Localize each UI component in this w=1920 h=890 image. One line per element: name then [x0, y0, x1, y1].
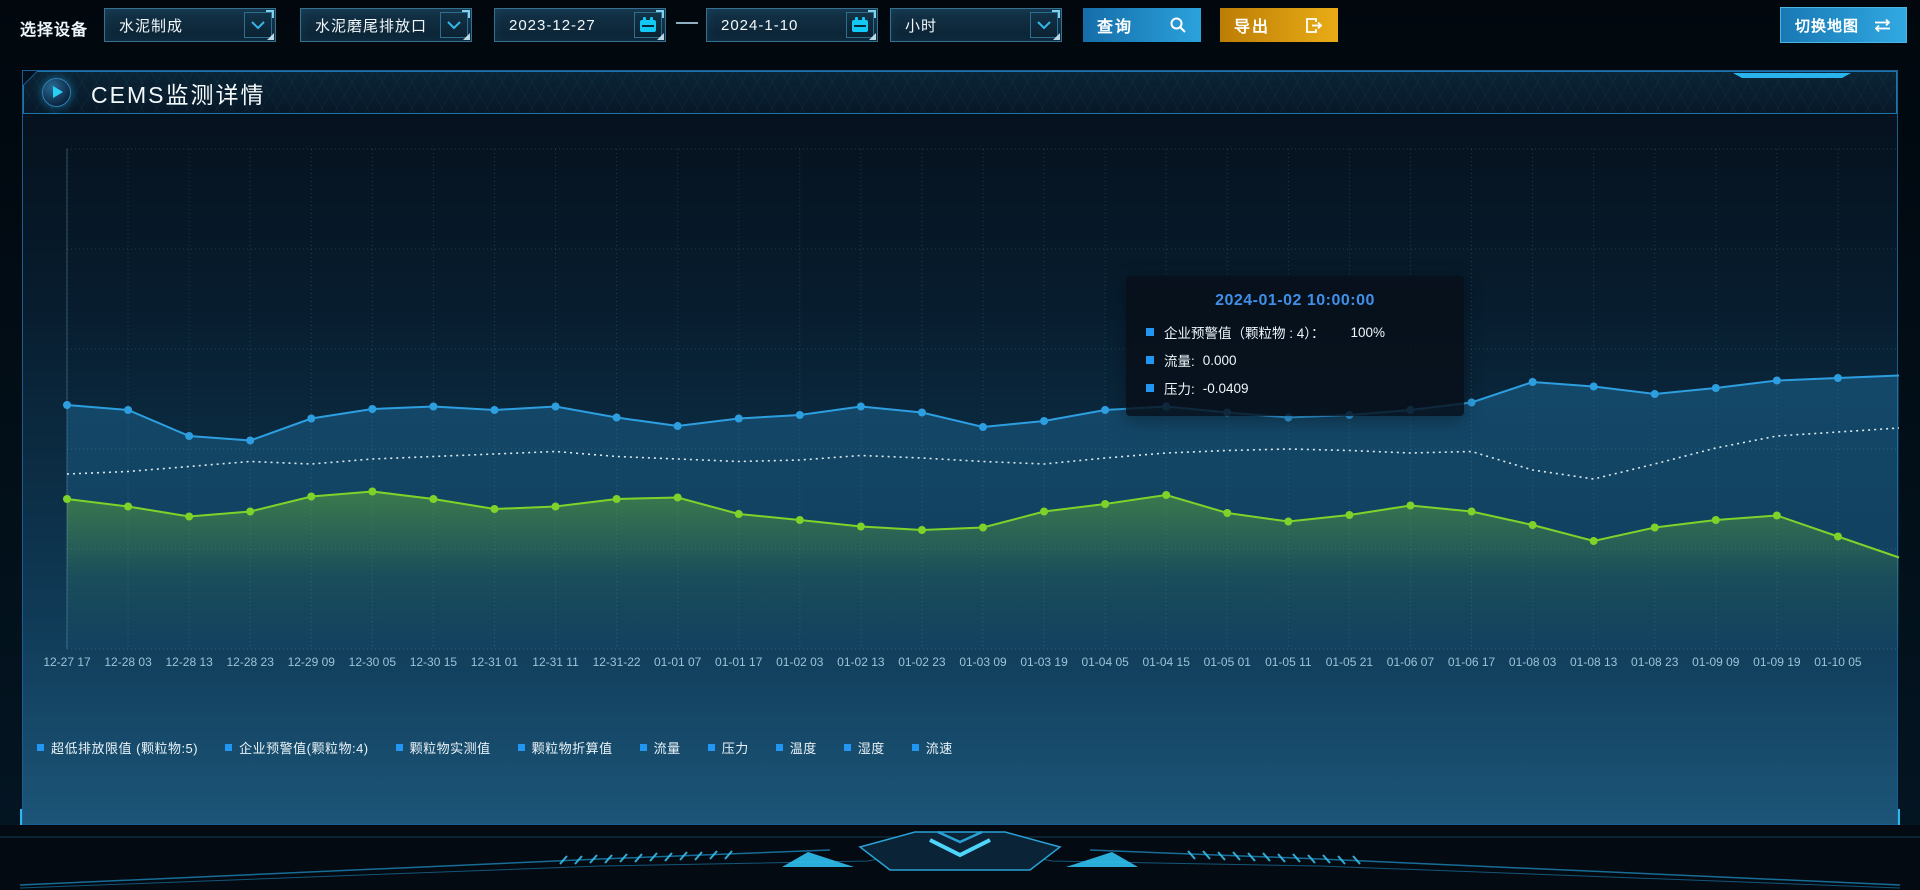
interval-select-value: 小时: [905, 17, 938, 35]
legend-item[interactable]: 湿度: [843, 738, 885, 757]
panel-title-bar: CEMS监测详情: [23, 71, 1897, 114]
legend-item[interactable]: 压力: [707, 738, 749, 757]
start-date-value: 2023-12-27: [509, 16, 596, 34]
device-label: 选择设备: [20, 22, 89, 39]
toolbar: 选择设备 水泥制成 水泥磨尾排放口 2023-12-27: [0, 0, 1920, 50]
title-notch-decoration: [1733, 73, 1851, 78]
series-marker-icon: [1146, 328, 1154, 336]
svg-text:12-31-22: 12-31-22: [593, 655, 641, 669]
query-button[interactable]: 查询: [1083, 8, 1201, 42]
tooltip-row: 流量: 0.000: [1146, 350, 1444, 370]
svg-text:01-05 11: 01-05 11: [1265, 655, 1312, 669]
svg-text:12-30 05: 12-30 05: [349, 655, 397, 669]
legend-item[interactable]: 颗粒物折算值: [517, 738, 613, 757]
legend-item[interactable]: 温度: [775, 738, 817, 757]
svg-text:01-08 23: 01-08 23: [1631, 655, 1679, 669]
svg-text:12-28 23: 12-28 23: [227, 655, 275, 669]
interval-select[interactable]: 小时: [890, 8, 1062, 42]
export-icon: [1305, 17, 1324, 34]
legend-marker-icon: [911, 744, 919, 751]
legend-item[interactable]: 流量: [639, 738, 681, 757]
tooltip-title: 2024-01-02 10:00:00: [1215, 292, 1375, 309]
svg-text:01-09 09: 01-09 09: [1692, 655, 1740, 669]
svg-text:12-31 01: 12-31 01: [471, 655, 519, 669]
line-chart[interactable]: 12-27 17 12-28 03 12-28 13 12-28 23 12-29 09…: [23, 114, 1900, 734]
calendar-icon[interactable]: [634, 12, 662, 38]
svg-text:01-08 13: 01-08 13: [1570, 655, 1618, 669]
svg-text:12-27 17: 12-27 17: [43, 655, 91, 669]
svg-text:01-05 21: 01-05 21: [1326, 655, 1374, 669]
svg-text:12-30 15: 12-30 15: [410, 655, 458, 669]
chart-area: 12-27 17 12-28 03 12-28 13 12-28 23 12-29 09…: [23, 114, 1900, 824]
chevron-down-icon[interactable]: [1030, 12, 1058, 38]
end-date-value: 2024-1-10: [721, 16, 799, 34]
svg-text:01-03 19: 01-03 19: [1020, 655, 1068, 669]
swap-arrows-icon: [1873, 18, 1892, 33]
end-date-input[interactable]: 2024-1-10: [706, 8, 878, 42]
legend-marker-icon: [225, 744, 233, 751]
series-marker-icon: [1146, 356, 1154, 364]
svg-text:01-08 03: 01-08 03: [1509, 655, 1557, 669]
svg-text:12-29 09: 12-29 09: [288, 655, 336, 669]
legend-marker-icon: [639, 744, 647, 751]
device-select-value: 水泥制成: [119, 17, 184, 35]
svg-text:01-06 07: 01-06 07: [1387, 655, 1435, 669]
legend-item[interactable]: 流速: [911, 738, 953, 757]
date-range-separator: [676, 22, 698, 24]
legend-marker-icon: [37, 744, 44, 751]
svg-text:01-09 19: 01-09 19: [1753, 655, 1801, 669]
svg-text:12-31 11: 12-31 11: [532, 655, 579, 669]
chart-legend: 超低排放限值 (颗粒物:5) 企业预警值(颗粒物:4) 颗粒物实测值 颗粒物折算值 流量…: [37, 738, 953, 757]
svg-text:01-04 15: 01-04 15: [1143, 655, 1191, 669]
chevron-down-icon[interactable]: [244, 12, 272, 38]
search-icon: [1169, 16, 1187, 34]
tooltip-row: 企业预警值（颗粒物 : 4）： 100%: [1146, 322, 1444, 342]
svg-text:01-06 17: 01-06 17: [1448, 655, 1496, 669]
chart-tooltip: 2024-01-02 10:00:00 企业预警值（颗粒物 : 4）： 100% 流…: [1126, 276, 1464, 416]
svg-text:01-03 09: 01-03 09: [959, 655, 1007, 669]
svg-text:01-02 23: 01-02 23: [898, 655, 946, 669]
svg-text:01-10 05: 01-10 05: [1814, 655, 1862, 669]
start-date-input[interactable]: 2023-12-27: [494, 8, 666, 42]
svg-text:01-02 13: 01-02 13: [837, 655, 885, 669]
switch-map-button-label: 切换地图: [1795, 17, 1860, 35]
play-icon: [42, 78, 71, 107]
legend-marker-icon: [843, 744, 851, 751]
outlet-select[interactable]: 水泥磨尾排放口: [300, 8, 472, 42]
chevron-down-icon[interactable]: [440, 12, 468, 38]
svg-text:12-28 13: 12-28 13: [165, 655, 213, 669]
legend-marker-icon: [395, 744, 403, 751]
series-marker-icon: [1146, 384, 1154, 392]
outlet-select-value: 水泥磨尾排放口: [315, 17, 428, 35]
x-axis-labels: 12-27 17 12-28 03 12-28 13 12-28 23 12-29 09…: [43, 655, 1862, 669]
legend-item[interactable]: 企业预警值(颗粒物:4): [225, 738, 369, 757]
cems-detail-panel: CEMS监测详情: [20, 70, 1900, 827]
svg-text:01-01 07: 01-01 07: [654, 655, 702, 669]
page-title: CEMS监测详情: [91, 81, 266, 108]
legend-marker-icon: [517, 744, 525, 751]
footer-decoration: [0, 825, 1920, 890]
svg-text:01-05 01: 01-05 01: [1204, 655, 1252, 669]
svg-text:01-04 05: 01-04 05: [1081, 655, 1129, 669]
switch-map-button[interactable]: 切换地图: [1780, 7, 1907, 43]
device-select[interactable]: 水泥制成: [104, 8, 276, 42]
svg-text:01-02 03: 01-02 03: [776, 655, 824, 669]
query-button-label: 查询: [1097, 19, 1134, 36]
tooltip-row: 压力: -0.0409: [1146, 378, 1444, 398]
legend-item[interactable]: 颗粒物实测值: [395, 738, 491, 757]
export-button[interactable]: 导出: [1220, 8, 1338, 42]
calendar-icon[interactable]: [846, 12, 874, 38]
svg-text:12-28 03: 12-28 03: [104, 655, 152, 669]
legend-marker-icon: [707, 744, 715, 751]
chart-series: [63, 374, 1900, 649]
export-button-label: 导出: [1234, 19, 1271, 36]
legend-item[interactable]: 超低排放限值 (颗粒物:5): [37, 738, 198, 757]
svg-text:01-01 17: 01-01 17: [715, 655, 763, 669]
legend-marker-icon: [775, 744, 783, 751]
